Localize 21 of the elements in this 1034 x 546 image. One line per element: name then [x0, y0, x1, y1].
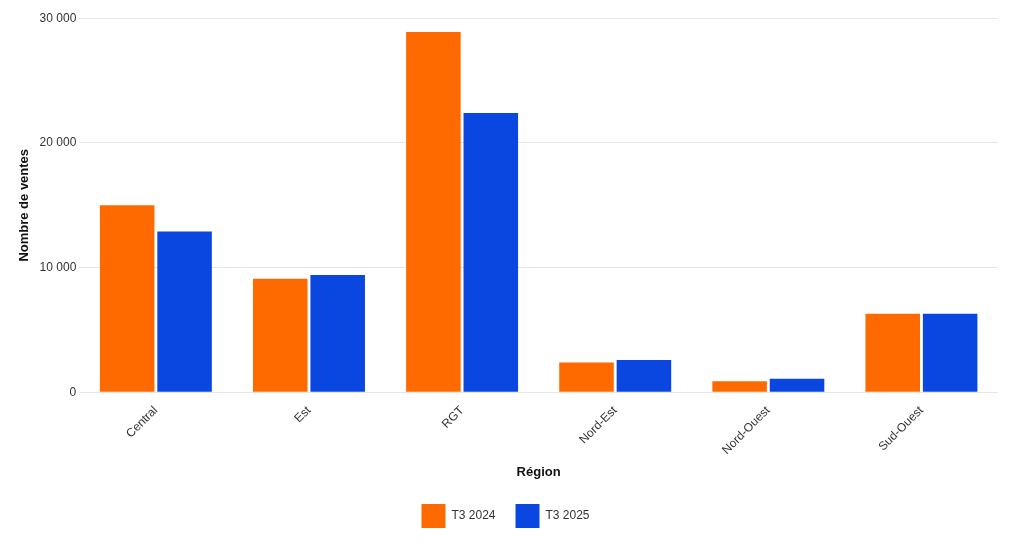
y-tick-label: 0 [69, 384, 77, 399]
bar [310, 275, 365, 392]
bar [712, 381, 767, 392]
y-axis-title: Nombre de ventes [16, 148, 32, 262]
bar [616, 359, 672, 392]
y-tick-label: 10 000 [39, 259, 77, 274]
bar [406, 31, 461, 392]
bar [463, 112, 519, 392]
y-tick-label: 20 000 [39, 135, 77, 150]
bar [559, 362, 614, 392]
x-tick-label: Est [291, 402, 314, 426]
bar [922, 313, 978, 392]
bar [157, 231, 212, 392]
x-axis-title: Région [516, 463, 561, 479]
y-tick-label: 30 000 [39, 10, 77, 25]
bar [865, 313, 921, 392]
bar [99, 205, 155, 392]
bar [252, 278, 308, 392]
legend-label: T3 2025 [545, 508, 590, 523]
bar [769, 378, 825, 392]
legend-label: T3 2024 [451, 508, 496, 523]
